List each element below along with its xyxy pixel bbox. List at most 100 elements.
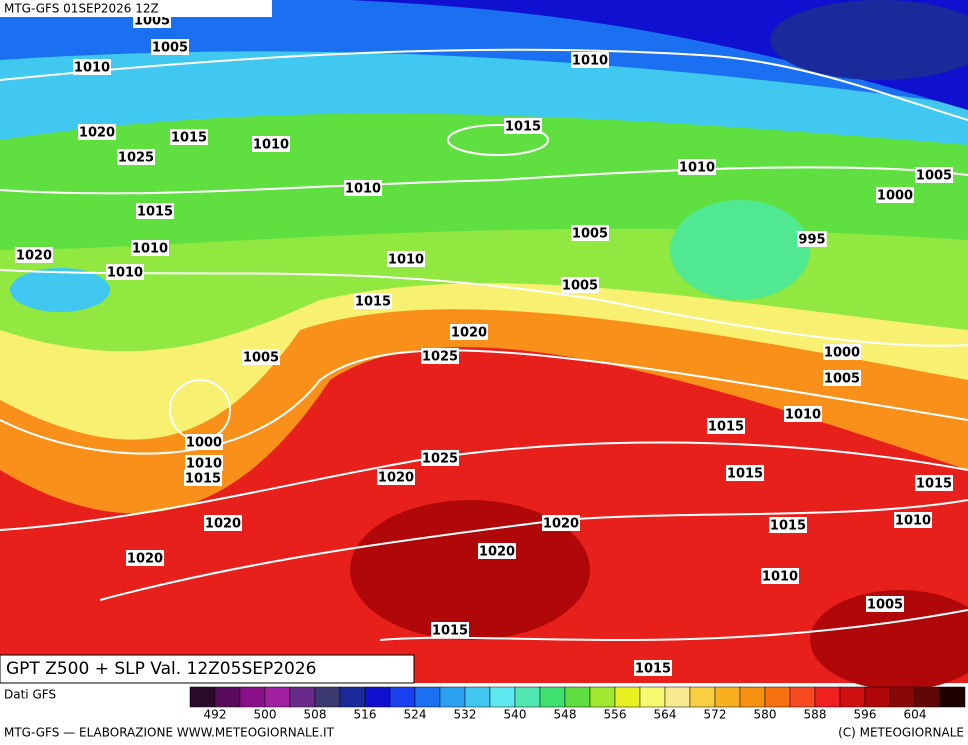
isobar-label-box [561, 277, 599, 293]
isobar-label: 1005 [572, 227, 608, 242]
isobar-label-box [185, 455, 223, 471]
isobar-label: 1020 [451, 326, 487, 341]
isobar-label-box [377, 469, 415, 485]
colorbar-label: 564 [654, 708, 677, 722]
footer-left: MTG-GFS — ELABORAZIONE WWW.METEOGIORNALE… [4, 726, 335, 740]
colorbar-swatch [864, 686, 891, 708]
data-source: Dati GFS [4, 688, 56, 702]
colorbar-swatch [414, 686, 441, 708]
colorbar-label: 532 [454, 708, 477, 722]
isobar-label-box [344, 180, 382, 196]
isobar-label-box [726, 465, 764, 481]
colorbar-label: 604 [904, 708, 927, 722]
isobar-label: 1020 [127, 552, 163, 567]
isobar-label-box [707, 418, 745, 434]
isobar-label-box [126, 550, 164, 566]
colorbar-swatch [439, 686, 466, 708]
colorbar-swatch [914, 686, 941, 708]
isobar-label: 1000 [824, 346, 860, 361]
title-box [0, 0, 272, 17]
isobar-label: 995 [798, 233, 825, 248]
isobar-label: 1020 [378, 471, 414, 486]
colorbar-label: 492 [204, 708, 227, 722]
colorbar-swatch [489, 686, 516, 708]
colorbar-swatch [239, 686, 266, 708]
colorbar-swatch [689, 686, 716, 708]
colorbar-swatch [664, 686, 691, 708]
isobar-label-box [170, 129, 208, 145]
isobar-label: 1025 [422, 452, 458, 467]
isobar-labels: 1005 1005 1010 1010 1015 1020 1015 1010 1025 1010… [15, 12, 953, 677]
colorbar-label: 540 [504, 708, 527, 722]
isobar-label: 1000 [186, 436, 222, 451]
isobar-label: 1010 [895, 514, 931, 529]
isobar-label: 1025 [118, 151, 154, 166]
colorbar-swatch [564, 686, 591, 708]
colorbar-label: 588 [804, 708, 827, 722]
isobar-label: 1005 [243, 351, 279, 366]
isobar-label: 1025 [422, 350, 458, 365]
colorbar-swatch [839, 686, 866, 708]
isobar-label-box [571, 52, 609, 68]
colorbar-swatch [814, 686, 841, 708]
isobar-label: 1005 [152, 41, 188, 56]
caption-box [0, 654, 415, 684]
colorbar-swatch [764, 686, 791, 708]
isobar-label-box [894, 512, 932, 528]
isobar-label: 1020 [543, 517, 579, 532]
isobar-label: 1020 [205, 517, 241, 532]
isobar-label-box [478, 543, 516, 559]
isobar-label: 1010 [107, 266, 143, 281]
isobar-label: 1010 [785, 408, 821, 423]
isobar-label: 1010 [74, 61, 110, 76]
isobar-label-box [204, 515, 242, 531]
isobar-label-box [136, 203, 174, 219]
isobar-label-box [678, 159, 716, 175]
colorbar-swatch [539, 686, 566, 708]
isobar-label-box [634, 660, 672, 676]
colorbar-label: 572 [704, 708, 727, 722]
isobar-label: 1015 [137, 205, 173, 220]
isobar-label-box [761, 568, 799, 584]
isobar-label: 1015 [185, 472, 221, 487]
colorbar-swatch [464, 686, 491, 708]
isobar-label: 1010 [388, 253, 424, 268]
colorbar-swatch [939, 686, 966, 708]
isobar-label-box [15, 247, 53, 263]
isobar-label: 1010 [679, 161, 715, 176]
isobar-label-box [387, 251, 425, 267]
isobar-label-box [78, 124, 116, 140]
colorbar: 492 500 508 516 524 532 540 548 556 564 572 580 588 5… [189, 686, 966, 722]
colorbar-swatch [289, 686, 316, 708]
isobar-label-box [450, 324, 488, 340]
isobar-label-box [431, 622, 469, 638]
colorbar-label: 556 [604, 708, 627, 722]
isobar-label-box [117, 149, 155, 165]
isobar-label-box [915, 475, 953, 491]
colorbar-label: 516 [354, 708, 377, 722]
isobar-label-box [504, 118, 542, 134]
colorbar-swatch [314, 686, 341, 708]
colorbar-swatch [364, 686, 391, 708]
colorbar-label: 500 [254, 708, 277, 722]
isobar-label-box [542, 515, 580, 531]
isobar-label-box [784, 406, 822, 422]
isobar-label: 1015 [355, 295, 391, 310]
isobar-label-box [797, 231, 827, 247]
colorbar-swatch [189, 686, 216, 708]
isobar-label-box [185, 434, 223, 450]
isobar-label-box [421, 450, 459, 466]
isobar-label: 1020 [16, 249, 52, 264]
colorbar-label: 524 [404, 708, 427, 722]
isobars [0, 48, 968, 641]
isobar-label-box [151, 39, 189, 55]
isobar-label: 1005 [867, 598, 903, 613]
isobar-label-box [876, 187, 914, 203]
colorbar-swatch [264, 686, 291, 708]
isobar-label: 1015 [708, 420, 744, 435]
isobar-label-box [184, 470, 222, 486]
isobar-label: 1010 [345, 182, 381, 197]
colorbar-swatch [214, 686, 241, 708]
isobar-label: 1020 [479, 545, 515, 560]
isobar-label: 1010 [572, 54, 608, 69]
